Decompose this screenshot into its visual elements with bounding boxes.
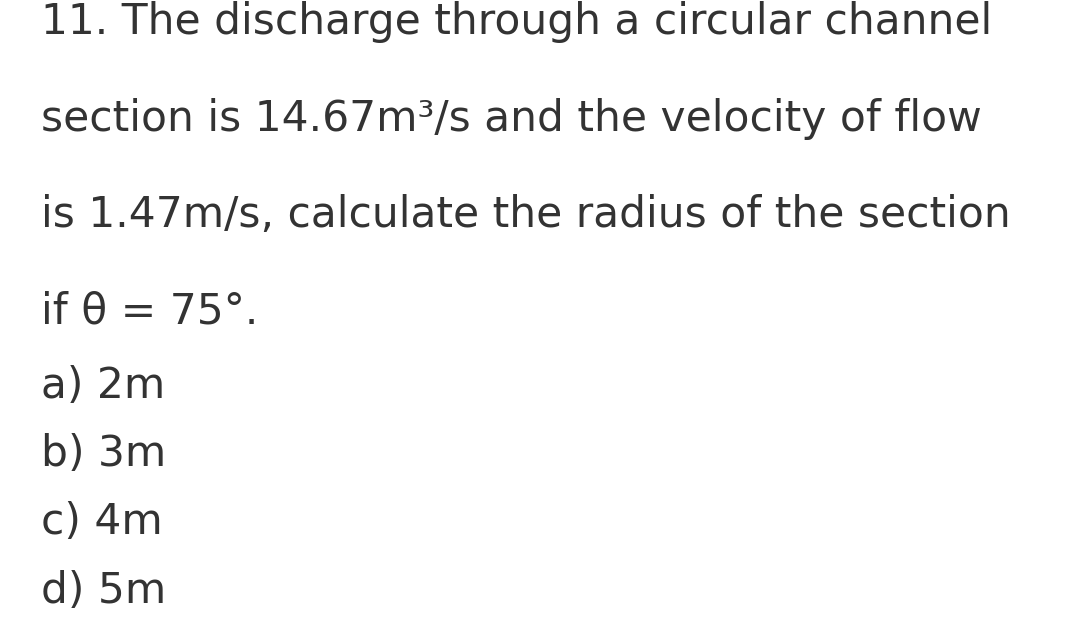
Text: section is 14.67m³/s and the velocity of flow: section is 14.67m³/s and the velocity of… bbox=[41, 97, 982, 140]
Text: b) 3m: b) 3m bbox=[41, 433, 166, 475]
Text: c) 4m: c) 4m bbox=[41, 501, 163, 543]
Text: if θ = 75°.: if θ = 75°. bbox=[41, 290, 258, 332]
Text: d) 5m: d) 5m bbox=[41, 569, 166, 612]
Text: 11. The discharge through a circular channel: 11. The discharge through a circular cha… bbox=[41, 1, 993, 43]
Text: a) 2m: a) 2m bbox=[41, 365, 165, 407]
Text: is 1.47m/s, calculate the radius of the section: is 1.47m/s, calculate the radius of the … bbox=[41, 194, 1011, 236]
